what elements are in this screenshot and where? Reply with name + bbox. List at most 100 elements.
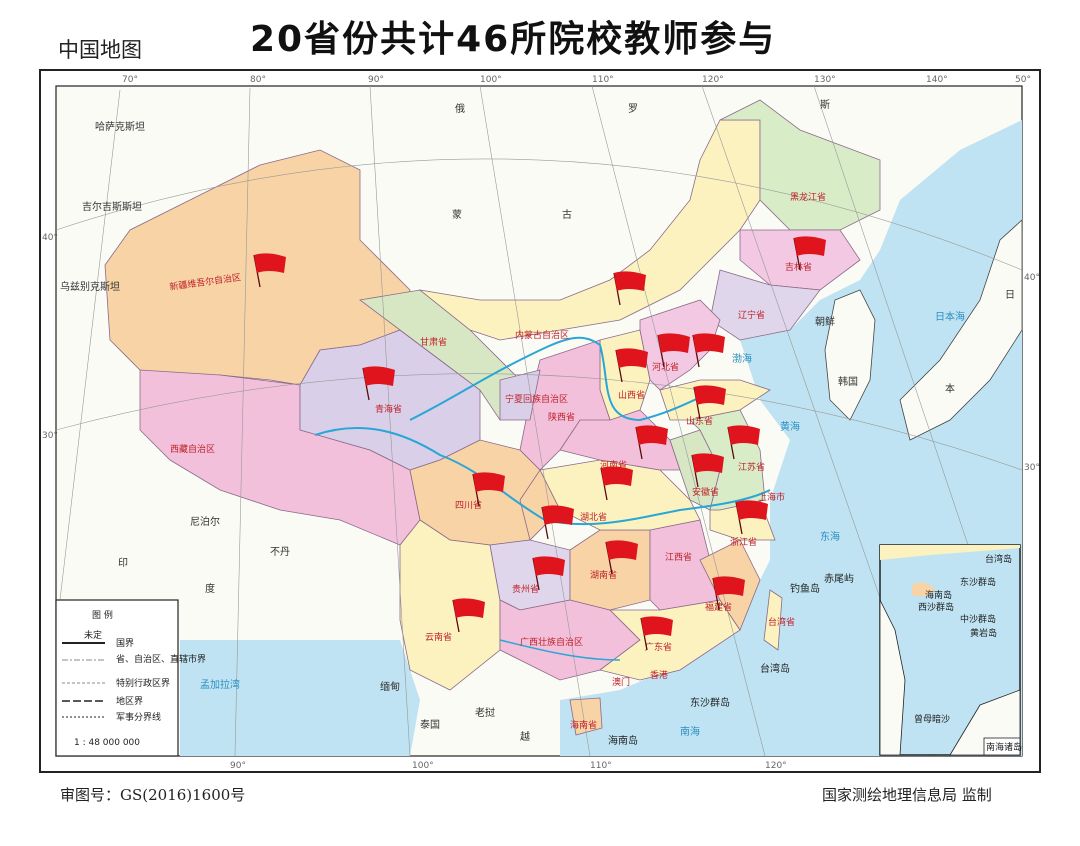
island-label: 台湾岛 (760, 662, 790, 675)
island-label: 钓鱼岛 (790, 582, 820, 595)
sea-label: 孟加拉湾 (200, 678, 240, 691)
province-label: 湖南省 (590, 569, 617, 581)
tick-top: 130° (814, 75, 836, 85)
country-label: 老挝 (475, 706, 495, 719)
legend: 图 例 未定 国界 省、自治区、直辖市界 特别行政区界 地区界 军事分界线 1 … (55, 599, 206, 757)
province-label: 广东省 (645, 641, 672, 653)
korea-land (824, 289, 876, 421)
province-guizhou (489, 539, 571, 611)
sea-label: 黄海 (780, 420, 800, 433)
country-label: 蒙 (452, 208, 462, 221)
flag-marker (693, 385, 726, 420)
province-label: 澳门 (612, 676, 630, 688)
country-label: 本 (945, 382, 955, 395)
tick-bottom: 90° (230, 761, 246, 771)
province-hainan (569, 697, 603, 736)
inset-label: 海南岛 (925, 589, 952, 601)
country-label: 乌兹别克斯坦 (60, 280, 120, 293)
tick-right: 40° (1024, 273, 1040, 283)
province-label: 甘肃省 (420, 336, 447, 348)
parallel-line (55, 373, 1023, 471)
sea-label: 东海 (820, 530, 840, 543)
tick-left: 30° (42, 431, 58, 441)
province-label: 内蒙古自治区 (515, 329, 569, 341)
island-label: 赤尾屿 (824, 573, 854, 585)
province-ningxia (499, 369, 541, 421)
tick-top: 100° (480, 75, 502, 85)
legend-scale: 1 : 48 000 000 (74, 738, 140, 748)
country-label: 印 (118, 557, 128, 569)
tick-top: 70° (122, 75, 138, 85)
meridian-line (369, 85, 411, 757)
meridian-line (59, 89, 121, 601)
tick-top: 140° (926, 75, 948, 85)
tick-left: 40° (42, 233, 58, 243)
flag-marker (640, 616, 673, 651)
flag-marker (452, 598, 485, 633)
flag-marker (362, 366, 395, 401)
tick-bottom: 120° (765, 761, 787, 771)
province-label: 宁夏回族自治区 (505, 393, 568, 405)
country-label: 吉尔吉斯斯坦 (82, 200, 142, 213)
province-label: 吉林省 (785, 261, 812, 273)
flag-marker (532, 556, 565, 591)
legend-item: 省、自治区、直辖市界 (116, 653, 206, 665)
legend-item: 国界 (116, 638, 134, 649)
flag-marker (727, 425, 760, 460)
tick-top: 80° (250, 75, 266, 85)
province-henan (559, 409, 681, 471)
country-label: 斯 (820, 98, 830, 111)
province-label: 山西省 (618, 389, 645, 401)
sea-bay-of-bengal (180, 640, 420, 756)
province-label: 台湾省 (768, 616, 795, 628)
inset-label: 中沙群岛 (960, 613, 996, 625)
province-label: 江苏省 (738, 461, 765, 473)
country-label: 缅甸 (380, 680, 400, 693)
province-label: 青海省 (375, 403, 402, 415)
province-jilin (739, 229, 861, 291)
flag-marker (712, 576, 745, 611)
province-qinghai (299, 329, 481, 471)
country-label: 不丹 (270, 546, 290, 558)
map-name: 中国地图 (58, 38, 142, 62)
flag-marker (793, 236, 826, 271)
country-label: 韩国 (838, 375, 858, 388)
legend-item: 军事分界线 (116, 711, 161, 723)
country-label: 俄 (455, 103, 465, 115)
tick-top: 90° (368, 75, 384, 85)
country-label: 度 (205, 582, 215, 595)
island-label: 海南岛 (608, 734, 638, 747)
province-chongqing (519, 469, 561, 541)
flag-marker (692, 333, 725, 368)
legend-item: 特别行政区界 (116, 677, 170, 689)
publisher: 国家测绘地理信息局 监制 (822, 786, 992, 804)
province-label: 湖北省 (580, 511, 607, 523)
page-title: 20省份共计46所院校教师参与 (250, 19, 777, 60)
tick-bottom: 110° (590, 761, 612, 771)
sea-label: 渤海 (732, 352, 752, 365)
tick-top: 120° (702, 75, 724, 85)
country-label: 罗 (628, 103, 638, 115)
country-label: 越 (520, 730, 530, 743)
province-label: 四川省 (455, 499, 482, 511)
legend-undetermined: 未定 (84, 629, 102, 641)
flag-marker (541, 505, 574, 540)
parallel-line (55, 158, 1023, 271)
inset-label: 西沙群岛 (918, 601, 954, 613)
province-label: 海南省 (570, 719, 597, 731)
province-shaanxi (519, 339, 611, 471)
flag-marker (615, 348, 648, 383)
province-label: 河北省 (652, 361, 679, 373)
flag-marker (472, 472, 505, 507)
country-label: 古 (562, 208, 572, 221)
japan-land (899, 219, 1023, 441)
country-label: 日 (1005, 290, 1015, 301)
legend-item: 地区界 (116, 695, 143, 707)
flag-marker (691, 453, 724, 488)
map-frame (39, 69, 1041, 773)
south-china-sea-inset: 台湾岛 东沙群岛 海南岛 西沙群岛 中沙群岛 黄岩岛 曾母暗沙 南海诸岛 (879, 544, 1022, 756)
province-label: 山东省 (686, 415, 713, 427)
province-label: 贵州省 (512, 583, 539, 595)
province-taiwan (763, 589, 783, 651)
